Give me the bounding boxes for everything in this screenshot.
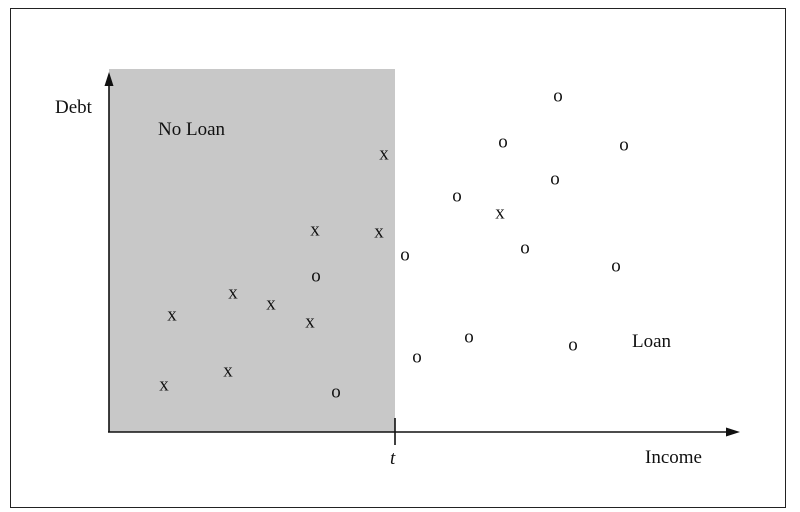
o-point: o: [331, 381, 341, 402]
x-point: x: [495, 202, 505, 223]
o-point: o: [400, 244, 410, 265]
threshold-label: t: [390, 448, 396, 469]
no-loan-region: [109, 69, 395, 432]
x-axis-label: Income: [645, 447, 702, 468]
x-point: x: [159, 374, 169, 395]
o-point: o: [520, 237, 530, 258]
y-axis-label: Debt: [55, 97, 93, 118]
o-point: o: [412, 346, 422, 367]
x-point: x: [310, 219, 320, 240]
o-point: o: [311, 265, 321, 286]
o-point: o: [619, 134, 629, 155]
o-point: o: [611, 255, 621, 276]
o-point: o: [452, 185, 462, 206]
no-loan-label: No Loan: [158, 119, 226, 140]
x-axis-arrowhead: [726, 427, 740, 437]
o-point: o: [568, 334, 578, 355]
o-point: o: [464, 326, 474, 347]
y-axis-arrowhead: [104, 72, 114, 86]
o-point: o: [553, 85, 563, 106]
x-point: x: [266, 293, 276, 314]
o-point: o: [550, 168, 560, 189]
x-point: x: [305, 311, 315, 332]
x-point: x: [223, 360, 233, 381]
x-point: x: [167, 304, 177, 325]
x-point: x: [374, 221, 384, 242]
loan-label: Loan: [632, 331, 672, 352]
x-point: x: [228, 282, 238, 303]
x-point: x: [379, 143, 389, 164]
o-point: o: [498, 131, 508, 152]
